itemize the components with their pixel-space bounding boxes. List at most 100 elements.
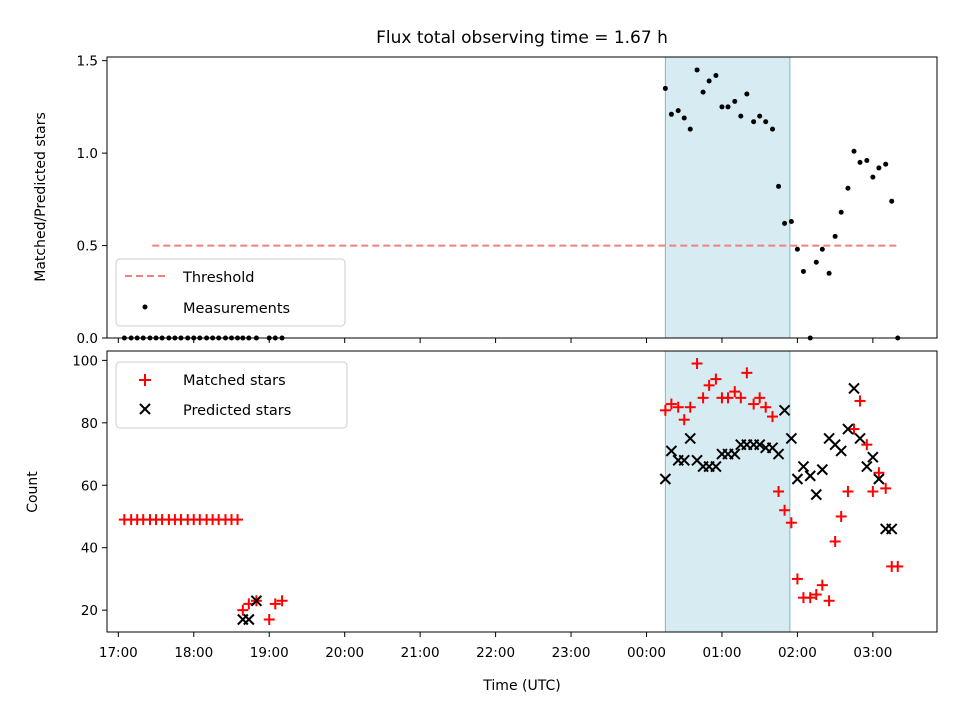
measurement-point (876, 165, 882, 171)
predicted-star-point (753, 438, 766, 451)
matched-star-point (269, 598, 281, 610)
predicted-star-point (816, 463, 829, 476)
predicted-star-point (665, 445, 678, 457)
predicted-star-point (729, 448, 741, 460)
matched-star-point (804, 592, 816, 604)
predicted-star-point (797, 460, 810, 473)
matched-star-point (735, 392, 747, 404)
matched-star-point (854, 395, 866, 407)
measurement-point (864, 158, 870, 164)
matched-star-point (684, 401, 696, 413)
legend-predicted-swatch (139, 403, 151, 415)
y-tick-label: 0.5 (77, 239, 98, 255)
bottom-panel: 20 40 60 80 100 17:00 18:00 19:00 20:00 21:00 22:… (25, 350, 938, 694)
measurement-point (757, 113, 763, 119)
y-tick-label: 40 (81, 541, 98, 557)
x-tick-label: 17:00 (99, 645, 138, 661)
matched-star-point (861, 439, 873, 451)
matched-star-point (760, 401, 772, 413)
y-tick-label: 0.0 (77, 331, 98, 347)
measurement-point (694, 67, 700, 73)
predicted-star-point (250, 595, 263, 607)
top-legend-box (115, 258, 346, 327)
predicted-star-point (886, 523, 898, 535)
predicted-star-point (243, 613, 255, 626)
predicted-star-point (848, 382, 860, 395)
x-tick-label: 01:00 (703, 645, 742, 661)
predicted-star-point (854, 432, 866, 445)
x-tick-label: 22:00 (476, 645, 515, 661)
chart-title: Flux total observing time = 1.67 h (376, 28, 668, 48)
matched-star-point (773, 486, 785, 497)
matched-star-point (678, 414, 690, 426)
legend-matched-swatch (139, 374, 151, 386)
matched-star-point (816, 579, 828, 591)
matched-star-point (754, 392, 766, 404)
matched-star-point (835, 510, 847, 522)
matched-star-point (779, 504, 791, 516)
top-panel-y-ticks: 0.0 0.5 1.0 1.5 (77, 54, 107, 347)
predicted-star-point (791, 473, 804, 485)
x-tick-label: 00:00 (627, 645, 666, 661)
matched-star-point (703, 379, 715, 391)
predicted-star-point (785, 432, 798, 445)
x-tick-label: 23:00 (552, 645, 591, 661)
predicted-star-point (659, 473, 672, 485)
predicted-star-point (684, 432, 696, 445)
y-tick-label: 60 (81, 478, 98, 494)
matched-star-point (823, 595, 835, 607)
matched-star-point (785, 517, 797, 529)
matched-star-point (842, 486, 854, 497)
legend-matched-label: Matched stars (183, 373, 286, 389)
measurement-point (819, 246, 825, 252)
measurement-point (751, 119, 757, 125)
matched-star-point (892, 560, 904, 572)
measurement-point (800, 268, 806, 274)
measurement-point (662, 85, 668, 91)
measurement-point (838, 209, 844, 215)
x-tick-label: 21:00 (401, 645, 440, 661)
measurement-point (870, 174, 876, 180)
matched-star-point (867, 486, 879, 497)
top-panel-x-ticks (117, 338, 874, 343)
measurement-point (770, 126, 776, 132)
measurement-point (681, 115, 687, 121)
measurement-point (845, 185, 851, 191)
measurement-point (675, 108, 681, 114)
matched-star-point (237, 604, 249, 616)
matched-star-point (791, 573, 803, 585)
matched-star-point (697, 392, 709, 404)
highlight-span-top (664, 56, 791, 339)
top-panel-y-label: Matched/Predicted stars (33, 112, 49, 282)
matched-star-point (276, 595, 288, 607)
measurement-point (788, 219, 794, 225)
top-panel: 0.0 0.5 1.0 1.5 Matched/Predicted stars Thr… (33, 54, 938, 347)
top-panel-frame (106, 56, 938, 339)
matched-star-point (741, 367, 753, 379)
matched-star-point (748, 398, 760, 410)
matched-star-point (665, 398, 677, 410)
measurement-point (826, 270, 832, 276)
bottom-panel-x-ticks: 17:00 18:00 19:00 20:00 21:00 22:00 23:00 00:00… (99, 632, 892, 661)
measurement-point (889, 198, 895, 204)
predicted-star-point (873, 473, 885, 485)
bottom-panel-frame (106, 350, 938, 633)
matched-star-point (848, 423, 860, 435)
matched-star-point (880, 482, 892, 494)
measurement-point (725, 104, 731, 110)
bottom-legend: Matched stars Predicted stars (115, 361, 348, 429)
y-tick-label: 1.0 (77, 146, 98, 162)
predicted-star-point (678, 454, 690, 466)
x-axis-label: Time (UTC) (482, 678, 560, 694)
bottom-panel-y-label: Count (25, 471, 41, 513)
predicted-star-point (867, 451, 879, 463)
measurement-point (763, 119, 769, 125)
x-tick-label: 19:00 (250, 645, 289, 661)
matched-star-point (232, 514, 244, 526)
top-legend: Threshold Measurements (115, 258, 346, 327)
measurement-point (668, 111, 674, 117)
bottom-legend-box (115, 361, 348, 429)
x-tick-label: 20:00 (325, 645, 364, 661)
predicted-star-point (804, 470, 816, 482)
x-tick-label: 02:00 (778, 645, 817, 661)
